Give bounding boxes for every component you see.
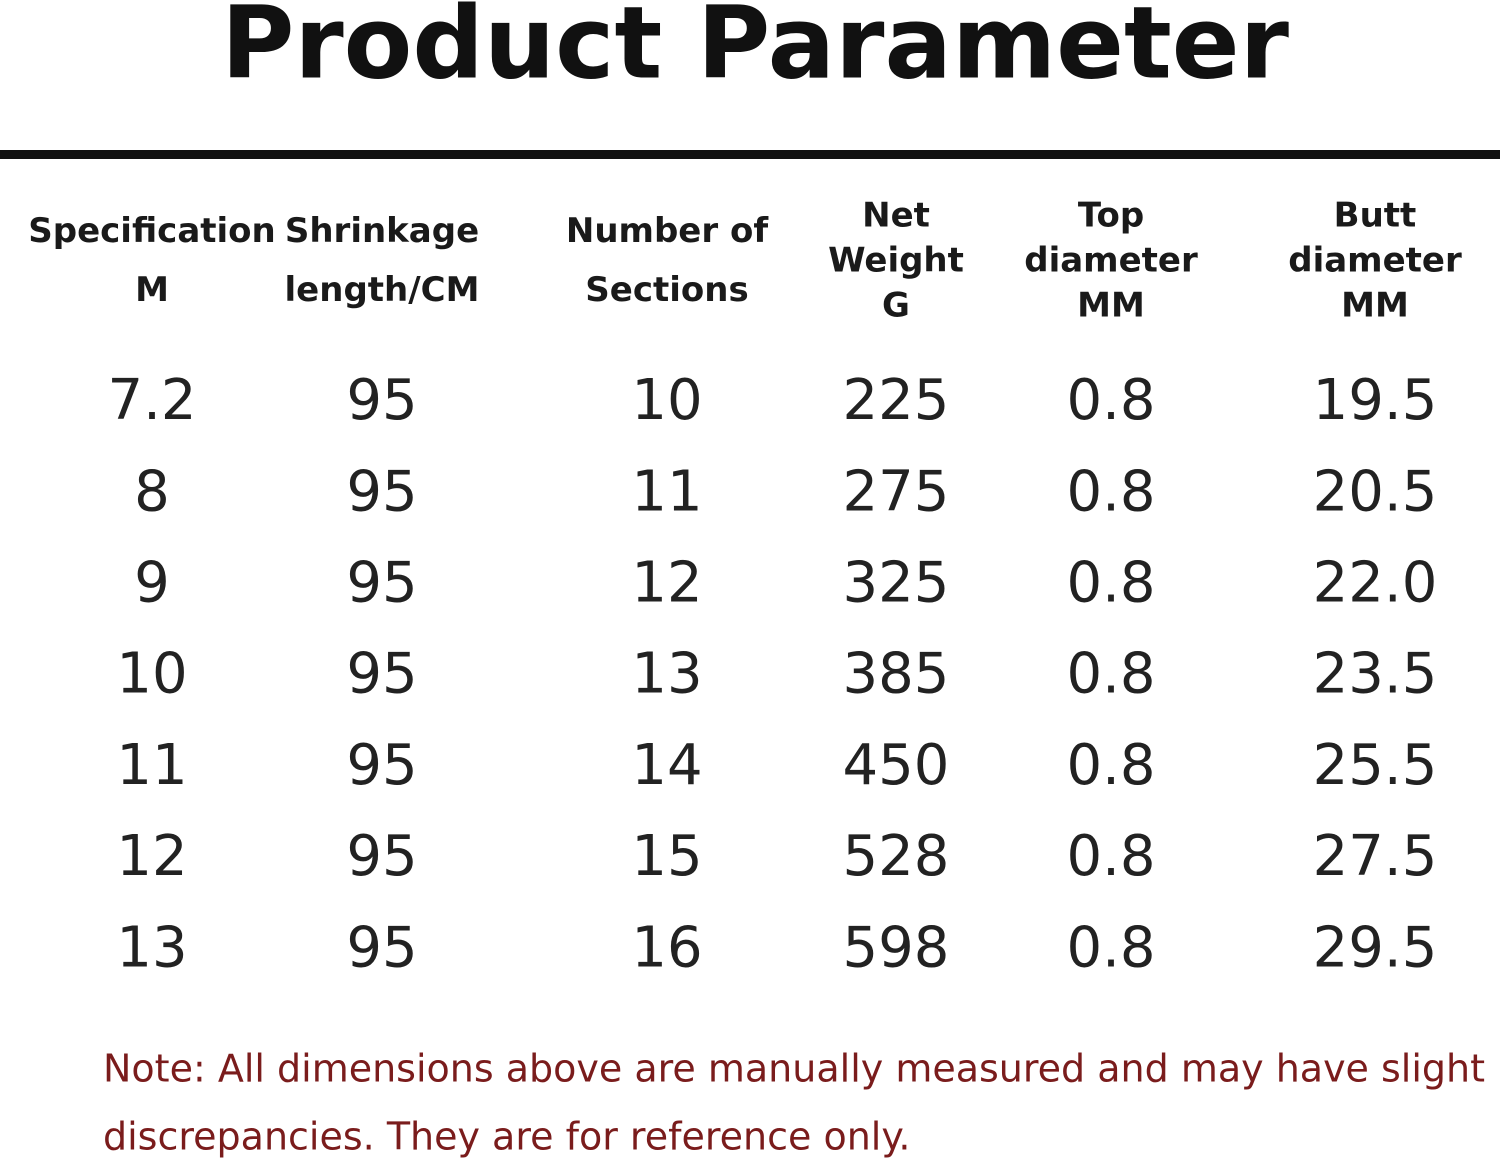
column-header: diameter <box>1024 241 1198 281</box>
table-cell: 7.2 <box>107 368 196 433</box>
column-header: Shrinkage <box>285 211 479 251</box>
column-header: Net <box>862 196 930 236</box>
table-cell: 275 <box>843 459 950 524</box>
table-cell: 450 <box>843 733 950 798</box>
table-cell: 19.5 <box>1313 368 1438 433</box>
column-header: MM <box>1341 286 1409 326</box>
divider <box>0 150 1500 159</box>
column-header: Top <box>1078 196 1144 236</box>
table-cell: 325 <box>843 551 950 616</box>
table-cell: 12 <box>116 824 187 889</box>
table-cell: 95 <box>346 824 417 889</box>
table-cell: 11 <box>631 459 702 524</box>
table-cell: 95 <box>346 368 417 433</box>
table-cell: 22.0 <box>1313 551 1438 616</box>
table-cell: 0.8 <box>1066 915 1155 980</box>
table-cell: 27.5 <box>1313 824 1438 889</box>
table-cell: 0.8 <box>1066 368 1155 433</box>
column-header: G <box>882 286 910 326</box>
table-cell: 10 <box>116 642 187 707</box>
table-cell: 385 <box>843 642 950 707</box>
table-cell: 95 <box>346 551 417 616</box>
column-header: Number of <box>566 211 769 251</box>
table-cell: 15 <box>631 824 702 889</box>
table-cell: 14 <box>631 733 702 798</box>
column-header: M <box>135 270 169 310</box>
column-header: Sections <box>585 270 748 310</box>
table-cell: 0.8 <box>1066 824 1155 889</box>
column-header: length/CM <box>285 270 480 310</box>
column-header: Butt <box>1334 196 1417 236</box>
table-cell: 225 <box>843 368 950 433</box>
table-cell: 11 <box>116 733 187 798</box>
page-title: Product Parameter <box>221 0 1290 101</box>
table-cell: 8 <box>134 459 170 524</box>
table-cell: 0.8 <box>1066 551 1155 616</box>
table-cell: 95 <box>346 642 417 707</box>
table-cell: 528 <box>843 824 950 889</box>
table-cell: 95 <box>346 915 417 980</box>
table-cell: 13 <box>116 915 187 980</box>
table-cell: 10 <box>631 368 702 433</box>
table-cell: 16 <box>631 915 702 980</box>
column-header: Specification <box>28 211 275 251</box>
note-text: Note: All dimensions above are manually … <box>103 1047 1485 1091</box>
table-cell: 598 <box>843 915 950 980</box>
table-cell: 12 <box>631 551 702 616</box>
column-header: diameter <box>1288 241 1462 281</box>
table-cell: 0.8 <box>1066 733 1155 798</box>
table-cell: 0.8 <box>1066 459 1155 524</box>
table-cell: 95 <box>346 459 417 524</box>
table-cell: 0.8 <box>1066 642 1155 707</box>
table-cell: 23.5 <box>1313 642 1438 707</box>
note-text: discrepancies. They are for reference on… <box>103 1115 910 1159</box>
table-cell: 29.5 <box>1313 915 1438 980</box>
table-cell: 25.5 <box>1313 733 1438 798</box>
table-cell: 95 <box>346 733 417 798</box>
column-header: MM <box>1077 286 1145 326</box>
table-cell: 13 <box>631 642 702 707</box>
column-header: Weight <box>828 241 964 281</box>
table-cell: 9 <box>134 551 170 616</box>
table-cell: 20.5 <box>1313 459 1438 524</box>
